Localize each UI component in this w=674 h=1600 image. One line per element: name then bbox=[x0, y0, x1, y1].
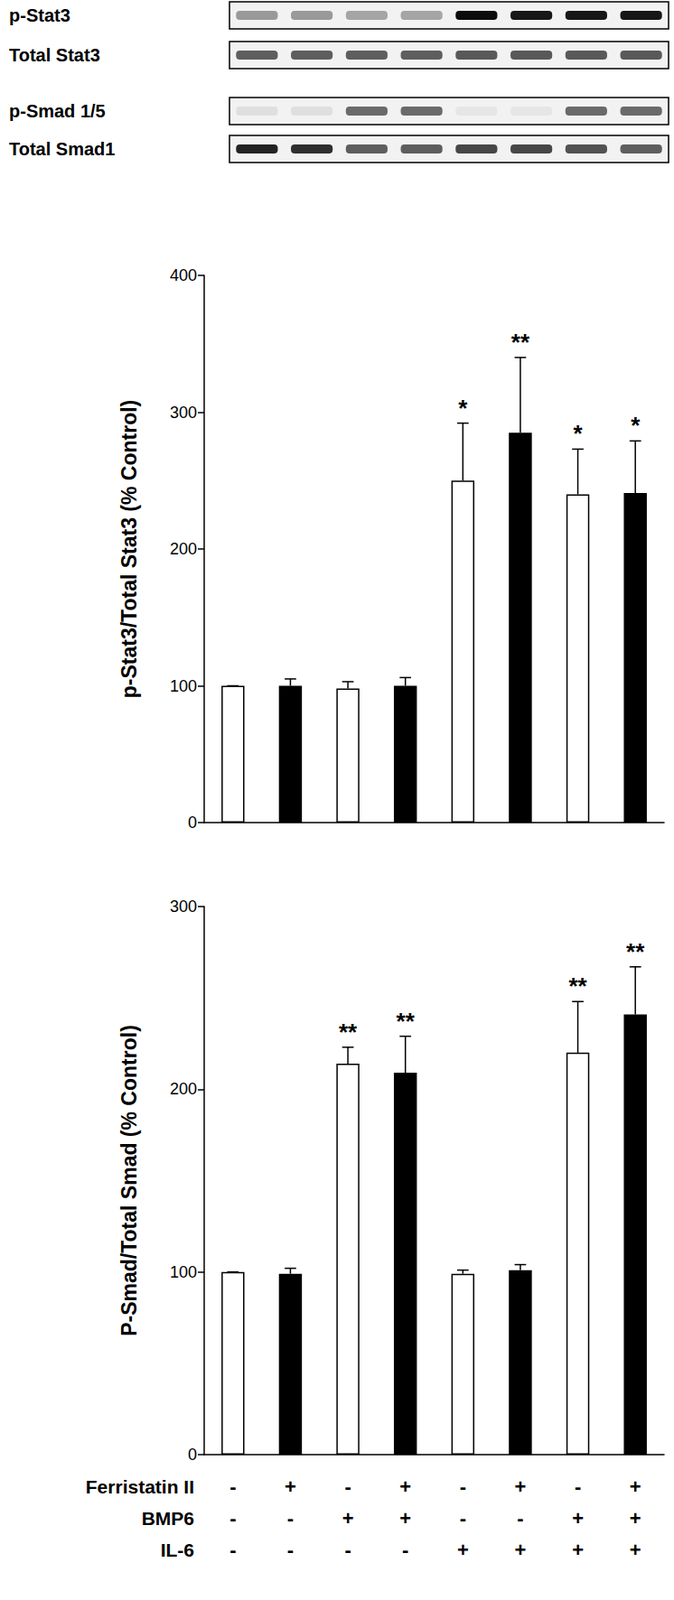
svg-text:+: + bbox=[571, 1507, 584, 1531]
svg-text:**: ** bbox=[511, 328, 531, 356]
svg-text:200: 200 bbox=[169, 540, 197, 559]
svg-text:-: - bbox=[229, 1476, 236, 1499]
svg-text:**: ** bbox=[568, 973, 588, 1001]
svg-text:+: + bbox=[284, 1476, 297, 1499]
svg-text:-: - bbox=[229, 1539, 236, 1563]
svg-text:300: 300 bbox=[169, 403, 197, 422]
svg-text:P-Smad/Total Smad (% Control): P-Smad/Total Smad (% Control) bbox=[117, 1025, 141, 1338]
svg-text:*: * bbox=[630, 411, 641, 440]
svg-text:+: + bbox=[342, 1507, 355, 1531]
svg-text:p-Stat3/Total Stat3 (% Control: p-Stat3/Total Stat3 (% Control) bbox=[117, 400, 141, 700]
svg-text:-: - bbox=[344, 1476, 351, 1499]
svg-text:Total Stat3: Total Stat3 bbox=[9, 45, 101, 66]
svg-text:300: 300 bbox=[169, 898, 197, 917]
svg-text:-: - bbox=[516, 1507, 524, 1531]
svg-text:p-Stat3: p-Stat3 bbox=[9, 5, 71, 26]
svg-text:0: 0 bbox=[187, 814, 197, 833]
svg-text:0: 0 bbox=[187, 1446, 197, 1465]
svg-text:*: * bbox=[458, 394, 469, 422]
svg-text:IL-6: IL-6 bbox=[160, 1540, 195, 1562]
svg-text:100: 100 bbox=[169, 1263, 197, 1283]
svg-text:Total Smad1: Total Smad1 bbox=[9, 139, 115, 160]
svg-text:**: ** bbox=[396, 1008, 416, 1036]
svg-text:-: - bbox=[344, 1539, 351, 1563]
svg-text:-: - bbox=[402, 1539, 409, 1563]
svg-text:Ferristatin II: Ferristatin II bbox=[85, 1477, 195, 1498]
svg-text:-: - bbox=[459, 1507, 467, 1531]
svg-text:100: 100 bbox=[169, 677, 197, 696]
svg-text:+: + bbox=[629, 1507, 642, 1531]
svg-text:+: + bbox=[514, 1476, 527, 1499]
svg-text:+: + bbox=[571, 1539, 584, 1563]
svg-text:-: - bbox=[287, 1539, 294, 1563]
svg-text:200: 200 bbox=[169, 1080, 197, 1099]
svg-text:+: + bbox=[457, 1539, 469, 1563]
svg-text:-: - bbox=[229, 1507, 236, 1531]
svg-text:BMP6: BMP6 bbox=[141, 1508, 195, 1530]
svg-text:-: - bbox=[574, 1476, 581, 1499]
svg-text:+: + bbox=[629, 1476, 642, 1499]
svg-text:-: - bbox=[459, 1476, 467, 1499]
svg-text:-: - bbox=[287, 1507, 294, 1531]
svg-text:p-Smad 1/5: p-Smad 1/5 bbox=[9, 101, 106, 122]
svg-text:+: + bbox=[399, 1476, 412, 1499]
svg-text:+: + bbox=[399, 1507, 412, 1531]
svg-text:400: 400 bbox=[169, 266, 197, 285]
svg-text:**: ** bbox=[626, 938, 646, 966]
svg-text:**: ** bbox=[338, 1019, 358, 1047]
svg-text:*: * bbox=[573, 420, 584, 448]
svg-text:+: + bbox=[514, 1539, 527, 1563]
svg-text:+: + bbox=[629, 1539, 642, 1563]
